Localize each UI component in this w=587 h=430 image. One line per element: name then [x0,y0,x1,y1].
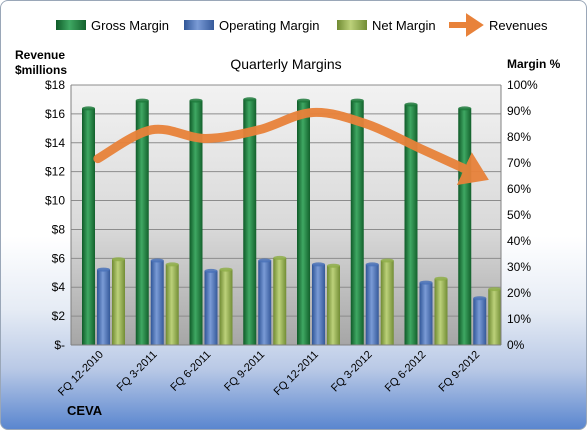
left-tick-label: $4 [52,280,66,294]
bar-operating-margin-top [419,280,433,285]
legend: Gross Margin Operating Margin Net Margin… [56,13,548,37]
bar-gross-margin-top [189,98,203,103]
left-tick-label: $2 [52,309,66,323]
x-tick-label: FQ 9-2011 [222,349,267,394]
bar-operating-margin-top [312,262,325,267]
left-tick-label: $18 [45,78,65,92]
left-tick-label: $8 [52,222,66,236]
bar-gross-margin [189,100,203,345]
bar-gross-margin-top [297,98,310,103]
left-tick-label: $6 [52,251,66,265]
right-tick-label: 70% [507,156,531,170]
right-tick-labels: 0% 10% 20% 30% 40% 50% 60% 70% 80% 90% 100% [507,78,538,352]
bar-net-margin-top [488,287,502,292]
company-label: CEVA [67,403,103,418]
bar-net-margin [434,278,448,345]
x-tick-labels: FQ 12-2010 FQ 3-2011 FQ 6-2011 FQ 9-2011 FQ … [56,349,482,399]
right-tick-label: 20% [507,286,531,300]
bar-net-margin [380,260,394,345]
bar-operating-margin-top [473,296,487,301]
bar-gross-margin-top [458,106,472,111]
legend-swatch-gross-margin [56,20,86,30]
legend-label-net-margin: Net Margin [372,18,436,33]
bar-gross-margin [297,100,310,345]
left-tick-labels: $- $2 $4 $6 $8 $10 $12 $14 $16 $18 [45,78,65,352]
right-tick-label: 50% [507,208,531,222]
right-tick-label: 60% [507,182,531,196]
bar-operating-margin-top [258,258,272,263]
chart-title: Quarterly Margins [230,56,341,72]
bar-operating-margin [150,260,164,345]
left-axis-label-line2: $millions [15,63,67,77]
bar-gross-margin [135,100,149,345]
bar-net-margin [273,257,287,345]
left-axis-label-line1: Revenue [15,48,65,62]
x-tick-label: FQ 9-2012 [437,349,483,395]
bar-gross-margin [404,104,418,345]
bar-net-margin-top [273,255,287,260]
right-tick-label: 0% [507,338,525,352]
bar-operating-margin-top [97,267,110,272]
bar-net-margin-top [380,258,394,263]
bar-operating-margin [204,270,218,345]
bar-operating-margin [365,264,379,345]
bar-operating-margin-top [365,262,379,267]
bar-operating-margin [419,282,433,345]
x-tick-label: FQ 12-2011 [272,349,321,398]
bar-gross-margin-top [135,98,149,103]
bar-gross-margin-top [350,98,364,103]
bar-gross-margin [458,108,472,346]
right-tick-label: 90% [507,104,531,118]
bar-gross-margin-top [404,102,418,107]
legend-swatch-net-margin [337,20,367,30]
bar-net-margin [219,269,233,345]
left-tick-label: $12 [45,165,65,179]
bar-gross-margin [243,99,257,345]
right-axis-label: Margin % [507,57,561,71]
bar-net-margin [112,259,125,345]
legend-label-operating-margin: Operating Margin [219,18,319,33]
bar-net-margin-top [327,263,340,268]
bar-gross-margin-top [82,106,95,111]
bar-net-margin [488,289,502,345]
revenue-line [93,107,489,185]
legend-label-revenues: Revenues [489,18,548,33]
x-tick-label: FQ 3-2012 [329,349,375,395]
bar-operating-margin [312,264,325,345]
legend-label-gross-margin: Gross Margin [91,18,169,33]
legend-swatch-operating-margin [184,20,214,30]
bar-gross-margin-top [243,97,257,102]
right-tick-label: 40% [507,234,531,248]
right-tick-label: 30% [507,260,531,274]
left-tick-label: $16 [45,107,65,121]
bar-net-margin-top [219,267,233,272]
x-tick-label: FQ 6-2012 [383,349,429,395]
right-tick-label: 10% [507,312,531,326]
left-tick-label: $10 [45,194,65,208]
bar-operating-margin-top [204,268,218,273]
bar-net-margin-top [165,262,179,267]
bar-net-margin [327,265,340,345]
x-tick-label: FQ 12-2010 [56,349,106,399]
x-tick-label: FQ 3-2011 [115,349,160,394]
bar-operating-margin [258,260,272,345]
x-tick-label: FQ 6-2011 [168,349,213,394]
bar-operating-margin-top [150,258,164,263]
bar-gross-margin [350,100,364,345]
bar-operating-margin [97,269,110,345]
revenue-line-path [93,107,489,185]
bar-operating-margin [473,298,487,345]
bar-gross-margin [82,108,95,346]
left-tick-label: $14 [45,136,65,150]
bar-net-margin-top [434,276,448,281]
bar-net-margin-top [112,257,125,262]
right-tick-label: 100% [507,78,538,92]
bar-net-margin [165,264,179,345]
left-tick-label: $- [54,338,65,352]
right-tick-label: 80% [507,130,531,144]
